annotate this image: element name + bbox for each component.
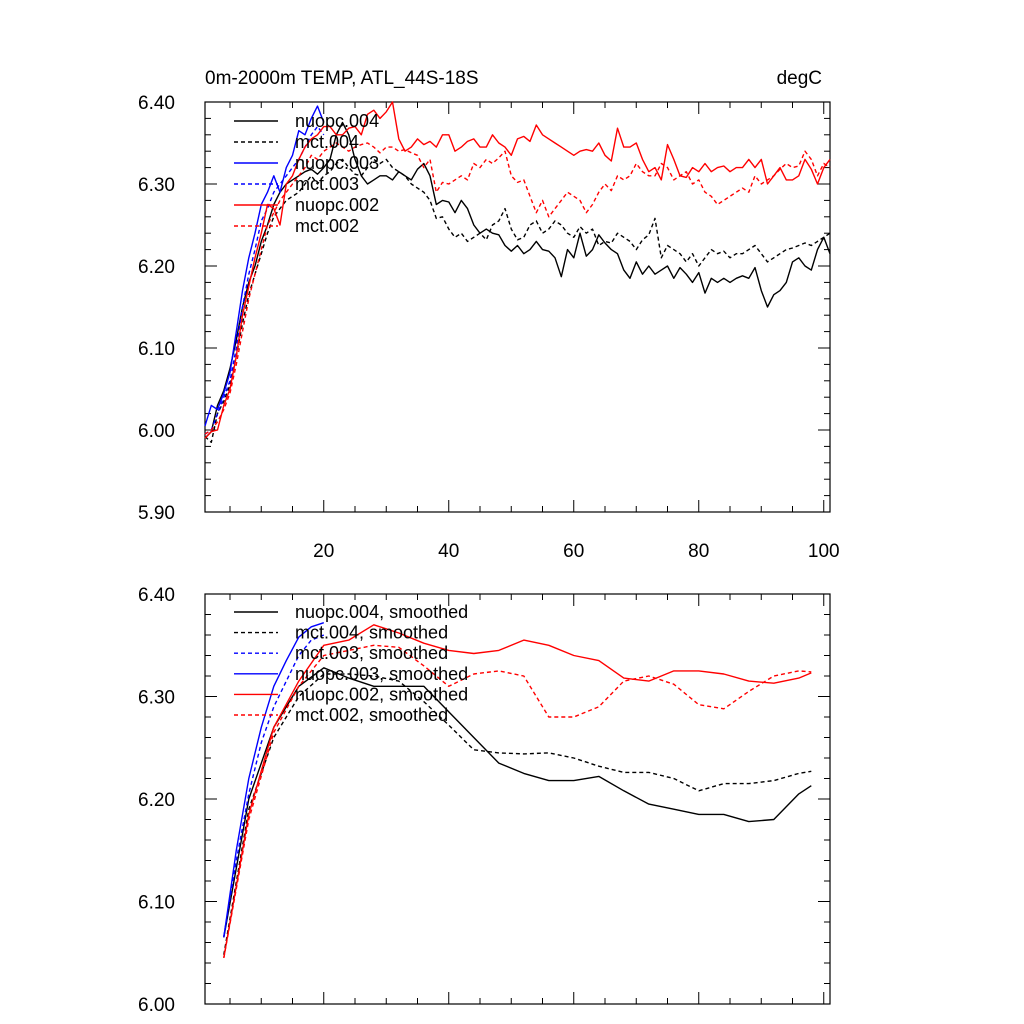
series-line-nuopc-003-smoothed [223, 622, 325, 938]
series-line-nuopc-003 [204, 105, 325, 427]
series-line-mct-004 [204, 158, 831, 443]
legend-label: nuopc.003, smoothed [295, 664, 468, 684]
series-line-mct-003-smoothed [223, 634, 325, 937]
legend-label: mct.003 [295, 174, 359, 194]
y-tick-label: 6.30 [138, 688, 175, 709]
y-tick-label: 6.20 [138, 257, 175, 278]
plot-frame-0 [204, 101, 831, 513]
legend-label: mct.004 [295, 132, 359, 152]
legend-label: nuopc.004, smoothed [295, 602, 468, 622]
x-tick-label: 20 [313, 541, 334, 562]
x-tick-label: 100 [808, 541, 840, 562]
series-line-nuopc-002 [204, 101, 831, 439]
y-tick-label: 6.00 [138, 995, 175, 1016]
series-line-mct-003 [204, 125, 325, 435]
y-tick-label: 6.00 [138, 421, 175, 442]
x-tick-label: 60 [563, 541, 584, 562]
series-line-mct-002 [204, 142, 831, 435]
series-line-nuopc-004 [204, 121, 831, 439]
series-line-mct-002-smoothed [223, 644, 812, 959]
legend-label: mct.002, smoothed [295, 705, 448, 725]
legend-label: nuopc.004 [295, 111, 379, 131]
series-line-nuopc-002-smoothed [223, 624, 812, 959]
legend-label: mct.002 [295, 216, 359, 236]
y-tick-label: 6.20 [138, 790, 175, 811]
y-tick-label: 6.10 [138, 339, 175, 360]
legend-label: mct.003, smoothed [295, 643, 448, 663]
legend-label: nuopc.002 [295, 195, 379, 215]
units-label: degC [777, 68, 822, 89]
y-tick-label: 6.40 [138, 93, 175, 114]
y-tick-label: 6.40 [138, 585, 175, 606]
x-tick-label: 40 [438, 541, 459, 562]
legend-label: mct.004, smoothed [295, 623, 448, 643]
legend-label: nuopc.002, smoothed [295, 684, 468, 704]
legend-label: nuopc.003 [295, 153, 379, 173]
y-tick-label: 5.90 [138, 503, 175, 524]
y-tick-label: 6.30 [138, 175, 175, 196]
series-line-nuopc-004-smoothed [223, 667, 812, 938]
y-tick-label: 6.10 [138, 893, 175, 914]
x-tick-label: 80 [688, 541, 709, 562]
chart-title: 0m-2000m TEMP, ATL_44S-18S [205, 68, 479, 89]
series-line-mct-004-smoothed [223, 673, 812, 955]
